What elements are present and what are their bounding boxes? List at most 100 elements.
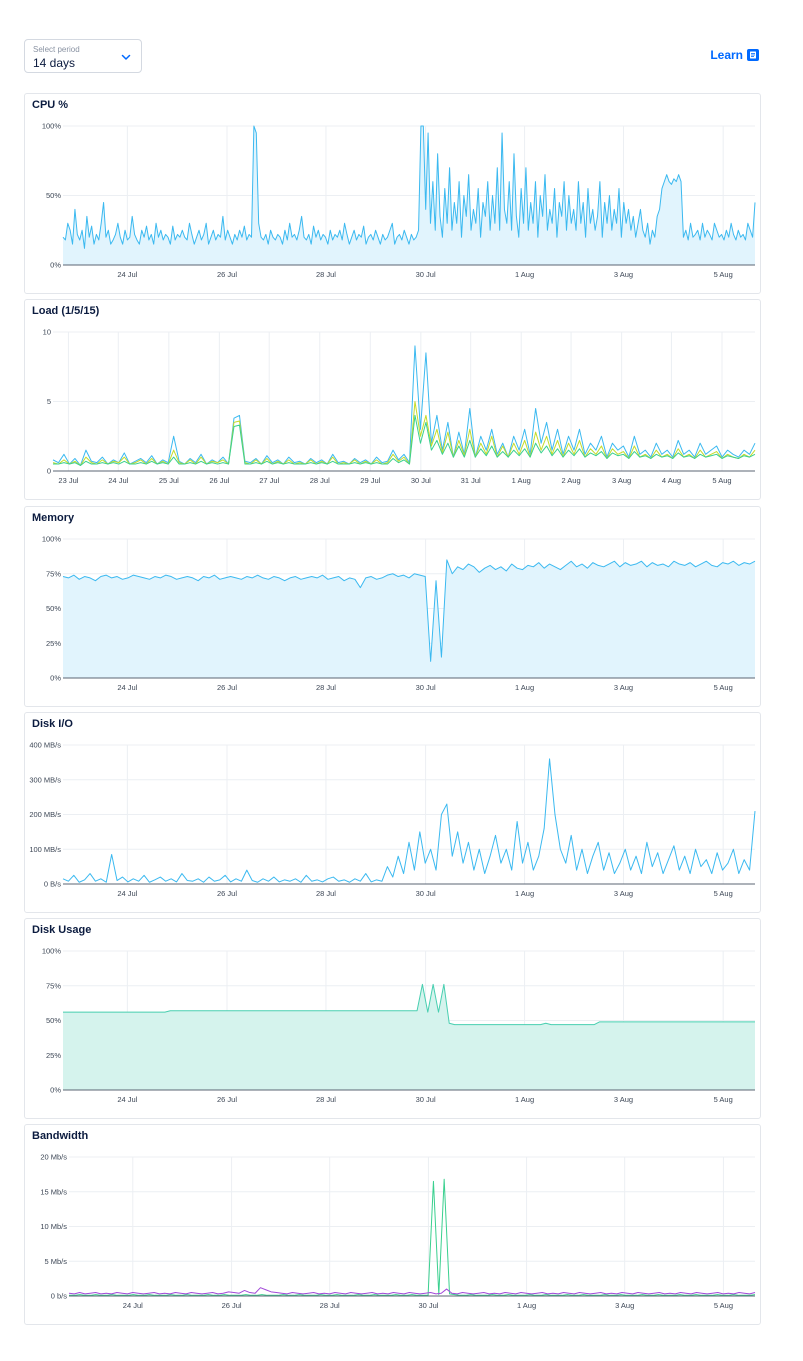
toolbar: Select period 14 days Learn [24, 39, 760, 75]
x-tick-label: 5 Aug [714, 683, 733, 692]
y-tick-label: 0% [50, 261, 61, 270]
y-tick-label: 100 MB/s [29, 845, 61, 854]
y-tick-label: 100% [42, 535, 62, 544]
disk-io-panel: Disk I/O 0 B/s 100 MB/s 200 MB/s 300 MB/s 40… [24, 712, 761, 913]
x-tick-label: 28 Jul [316, 270, 336, 279]
x-tick-label: 3 Aug [614, 1095, 633, 1104]
x-tick-label: 1 Aug [515, 889, 534, 898]
learn-link-label: Learn [710, 48, 743, 62]
x-tick-label: 5 Aug [714, 270, 733, 279]
x-tick-label: 1 Aug [515, 1095, 534, 1104]
y-tick-label: 5 Mb/s [44, 1257, 67, 1266]
cpu-panel: CPU % 0% 50% 100% 24 Jul 26 Jul 28 Jul 30 Jul 1… [24, 93, 761, 294]
x-tick-label: 26 Jul [217, 270, 237, 279]
y-tick-label: 400 MB/s [29, 741, 61, 750]
y-tick-label: 50% [46, 604, 61, 613]
x-tick-label: 2 Aug [561, 476, 580, 485]
panel-title: Disk Usage [32, 924, 92, 936]
x-tick-label: 4 Aug [662, 476, 681, 485]
y-tick-label: 0 b/s [51, 1292, 68, 1301]
load-chart: 0 5 10 23 Jul 24 Jul 25 Jul 26 Jul 27 Jul 28 Jul… [43, 328, 756, 485]
load-panel: Load (1/5/15) 0 5 10 23 Jul 24 Jul 25 Jul 26 J… [24, 299, 761, 500]
x-tick-label: 1 Aug [517, 1301, 536, 1310]
x-tick-label: 24 Jul [117, 683, 137, 692]
y-tick-label: 50% [46, 1016, 61, 1025]
y-tick-label: 10 Mb/s [40, 1222, 67, 1231]
bandwidth-chart: 0 b/s 5 Mb/s 10 Mb/s 15 Mb/s 20 Mb/s 24 Jul 26… [40, 1153, 756, 1310]
x-tick-label: 30 Jul [416, 1095, 436, 1104]
x-tick-label: 27 Jul [259, 476, 279, 485]
x-tick-label: 24 Jul [117, 1095, 137, 1104]
x-tick-label: 3 Aug [614, 270, 633, 279]
x-tick-label: 30 Jul [411, 476, 431, 485]
x-tick-label: 30 Jul [416, 683, 436, 692]
panel-title: Bandwidth [32, 1130, 89, 1142]
x-tick-label: 26 Jul [217, 1095, 237, 1104]
period-select[interactable]: Select period 14 days [24, 39, 142, 73]
y-tick-label: 50% [46, 191, 61, 200]
x-tick-label: 3 Aug [614, 889, 633, 898]
bandwidth-panel: Bandwidth 0 b/s 5 Mb/s 10 Mb/s 15 Mb/s 20 Mb… [24, 1124, 761, 1325]
y-tick-label: 25% [46, 639, 61, 648]
y-tick-label: 100% [42, 947, 62, 956]
series-line [62, 559, 756, 662]
memory-chart: 0% 25% 50% 75% 100% 24 Jul 26 Jul 28 Jul 30 Jul 1… [42, 535, 756, 692]
x-tick-label: 28 Jul [320, 1301, 340, 1310]
panel-title: Disk I/O [32, 718, 73, 730]
x-tick-label: 29 Jul [360, 476, 380, 485]
x-tick-label: 1 Aug [512, 476, 531, 485]
panel-title: Memory [32, 512, 75, 524]
period-select-label: Select period [33, 45, 80, 54]
document-icon [747, 49, 759, 61]
x-tick-label: 26 Jul [217, 683, 237, 692]
y-tick-label: 0% [50, 674, 61, 683]
x-tick-label: 3 Aug [612, 476, 631, 485]
disk-usage-panel: Disk Usage 0% 25% 50% 75% 100% 24 Jul 26 Jul 28… [24, 918, 761, 1119]
x-tick-label: 24 Jul [117, 889, 137, 898]
series-line [53, 414, 756, 466]
x-tick-label: 30 Jul [418, 1301, 438, 1310]
period-select-value: 14 days [33, 56, 76, 70]
x-tick-label: 1 Aug [515, 683, 534, 692]
x-tick-label: 26 Jul [222, 1301, 242, 1310]
x-tick-label: 30 Jul [416, 270, 436, 279]
y-tick-label: 75% [46, 981, 61, 990]
x-tick-label: 5 Aug [714, 1095, 733, 1104]
x-tick-label: 24 Jul [117, 270, 137, 279]
x-tick-label: 28 Jul [316, 889, 336, 898]
memory-panel: Memory 0% 25% 50% 75% 100% 24 Jul 26 Jul 28 Jul… [24, 506, 761, 707]
series-line [68, 1287, 756, 1295]
series-area [63, 984, 755, 1090]
learn-link[interactable]: Learn [710, 46, 760, 64]
y-tick-label: 0 [47, 467, 51, 476]
y-tick-label: 5 [47, 397, 51, 406]
disk-io-chart: 0 B/s 100 MB/s 200 MB/s 300 MB/s 400 MB/s 24 … [29, 741, 756, 898]
y-tick-label: 20 Mb/s [40, 1153, 67, 1162]
x-tick-label: 5 Aug [714, 889, 733, 898]
y-tick-label: 100% [42, 122, 62, 131]
chevron-down-icon [121, 54, 131, 60]
x-tick-label: 28 Jul [316, 683, 336, 692]
x-tick-label: 3 Aug [615, 1301, 634, 1310]
x-tick-label: 30 Jul [416, 889, 436, 898]
y-tick-label: 0% [50, 1086, 61, 1095]
cpu-chart: 0% 50% 100% 24 Jul 26 Jul 28 Jul 30 Jul 1 Aug 3 … [42, 122, 756, 279]
series-line [52, 345, 756, 466]
series-line [63, 983, 755, 1026]
series-line [69, 1178, 756, 1296]
x-tick-label: 23 Jul [58, 476, 78, 485]
x-tick-label: 24 Jul [108, 476, 128, 485]
panel-title: CPU % [32, 99, 69, 111]
y-tick-label: 300 MB/s [29, 775, 61, 784]
series-line [62, 758, 756, 883]
y-tick-label: 25% [46, 1051, 61, 1060]
series-line [52, 401, 756, 466]
y-tick-label: 0 B/s [44, 880, 61, 889]
x-tick-label: 1 Aug [515, 270, 534, 279]
x-tick-label: 28 Jul [310, 476, 330, 485]
x-tick-label: 5 Aug [714, 1301, 733, 1310]
x-tick-label: 5 Aug [712, 476, 731, 485]
y-tick-label: 200 MB/s [29, 810, 61, 819]
x-tick-label: 3 Aug [614, 683, 633, 692]
y-tick-label: 10 [43, 328, 51, 337]
